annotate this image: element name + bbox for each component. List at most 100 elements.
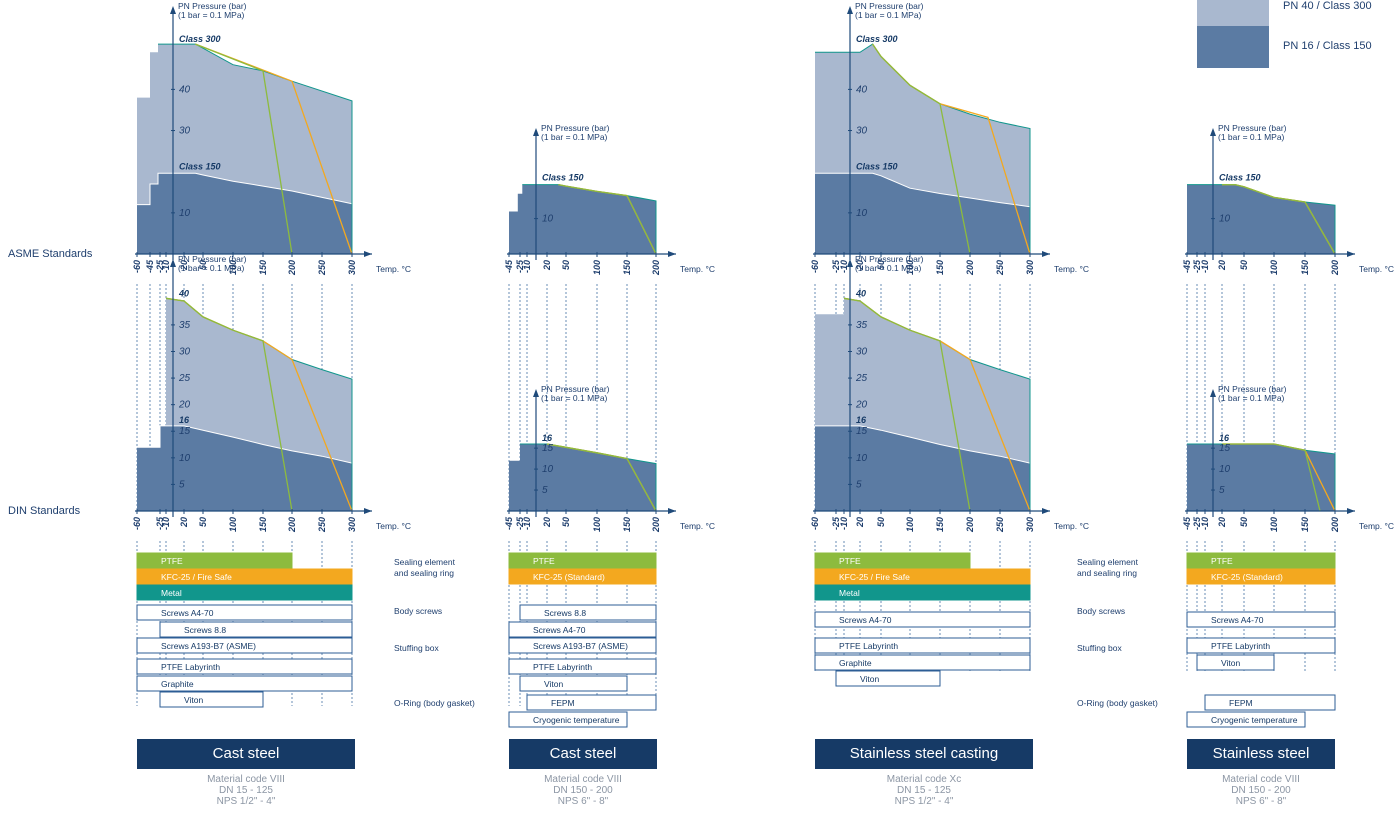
material-bar-label: PTFE bbox=[161, 556, 183, 566]
side-label-body-screws: Body screws bbox=[394, 606, 442, 617]
y-tick-label: 25 bbox=[178, 373, 191, 384]
material-bar bbox=[814, 568, 1031, 585]
material-bar bbox=[136, 568, 353, 585]
x-tick-label: 20 bbox=[855, 517, 865, 528]
x-axis-label: Temp. °C bbox=[680, 521, 715, 531]
panel-title-cast-steel-small: Cast steel bbox=[137, 739, 355, 769]
y-tick-label: 30 bbox=[179, 126, 191, 137]
legend-label-pn40: PN 40 / Class 300 bbox=[1283, 0, 1372, 12]
legend-swatch-pn16 bbox=[1197, 26, 1269, 68]
x-tick-label: -10 bbox=[1200, 517, 1210, 530]
x-axis-arrow bbox=[1042, 251, 1050, 257]
y-axis-unit: (1 bar = 0.1 MPa) bbox=[1218, 393, 1285, 403]
panel-subtitle-2: Material code Xc DN 15 - 125 NPS 1/2" - … bbox=[815, 774, 1033, 807]
pn16-area bbox=[509, 444, 656, 511]
x-tick-label: 200 bbox=[287, 517, 297, 533]
material-bars: PTFE KFC-25 (Standard) Screws A4-70 PTFE La… bbox=[1186, 552, 1336, 728]
material-code: Material code VIII bbox=[207, 774, 285, 785]
pn40-marker: 40 bbox=[855, 288, 866, 298]
y-axis-label: PN Pressure (bar) bbox=[541, 384, 610, 394]
x-axis-arrow bbox=[364, 251, 372, 257]
material-bar bbox=[814, 637, 1031, 654]
y-axis-label: PN Pressure (bar) bbox=[541, 123, 610, 133]
x-tick-label: -25 bbox=[515, 516, 525, 530]
panel-title-stainless-small: Stainless steel casting bbox=[815, 739, 1033, 769]
y-axis-unit: (1 bar = 0.1 MPa) bbox=[541, 132, 608, 142]
x-tick-label: -10 bbox=[161, 260, 171, 273]
dn-range: DN 150 - 200 bbox=[553, 785, 613, 796]
x-axis-label: Temp. °C bbox=[1054, 264, 1089, 274]
x-axis-arrow bbox=[668, 508, 676, 514]
y-axis-arrow bbox=[1210, 128, 1216, 136]
dn-range: DN 15 - 125 bbox=[897, 785, 951, 796]
material-bar-label: PTFE Labyrinth bbox=[533, 662, 592, 672]
x-tick-label: 150 bbox=[622, 517, 632, 532]
x-tick-label: 20 bbox=[1217, 517, 1227, 528]
y-tick-label: 15 bbox=[856, 426, 868, 437]
x-tick-label: 100 bbox=[592, 517, 602, 532]
x-tick-label: -25 bbox=[155, 259, 165, 273]
x-tick-label: 50 bbox=[561, 517, 571, 527]
material-bar bbox=[835, 670, 941, 687]
x-tick-label: -10 bbox=[1200, 260, 1210, 273]
material-bar-label: Screws A4-70 bbox=[1211, 615, 1264, 625]
pn16-marker: 16 bbox=[856, 415, 867, 425]
x-axis-arrow bbox=[364, 508, 372, 514]
x-tick-label: -10 bbox=[522, 260, 532, 273]
material-code: Material code Xc bbox=[886, 774, 962, 785]
x-tick-label: 100 bbox=[592, 260, 602, 275]
x-tick-label: -60 bbox=[132, 260, 142, 273]
y-axis-unit: (1 bar = 0.1 MPa) bbox=[855, 10, 922, 20]
x-tick-label: 150 bbox=[622, 260, 632, 275]
x-tick-label: 200 bbox=[965, 517, 975, 533]
y-tick-label: 30 bbox=[856, 346, 868, 357]
y-tick-label: 30 bbox=[179, 346, 191, 357]
x-tick-label: 50 bbox=[198, 517, 208, 527]
x-tick-label: 100 bbox=[905, 517, 915, 532]
ptfe-limit-line bbox=[872, 43, 971, 255]
material-bar-label: Viton bbox=[184, 695, 203, 705]
x-tick-label: 50 bbox=[561, 260, 571, 270]
x-axis-label: Temp. °C bbox=[1359, 264, 1394, 274]
x-tick-label: 250 bbox=[317, 517, 327, 533]
material-bar bbox=[508, 658, 657, 675]
panel-title-cast-steel-large: Cast steel bbox=[509, 739, 657, 769]
side-label-stuffing-box: Stuffing box bbox=[1077, 643, 1122, 654]
chart-asme: PN Pressure (bar)(1 bar = 0.1 MPa) 10 Clas… bbox=[504, 123, 715, 276]
material-bar bbox=[136, 584, 353, 601]
side-label-oring: O-Ring (body gasket) bbox=[394, 698, 475, 709]
x-tick-label: 250 bbox=[317, 260, 327, 276]
nps-range: NPS 6" - 8" bbox=[557, 796, 609, 807]
x-tick-label: 200 bbox=[965, 260, 975, 276]
x-tick-label: -25 bbox=[1192, 259, 1202, 273]
y-axis-arrow bbox=[847, 6, 853, 14]
material-bar-label: PTFE bbox=[839, 556, 861, 566]
side-label-oring-line: O-Ring (body gasket) bbox=[1077, 698, 1158, 708]
material-bar-label: PTFE bbox=[533, 556, 555, 566]
material-bar-label: PTFE bbox=[1211, 556, 1233, 566]
y-axis-arrow bbox=[533, 389, 539, 397]
x-tick-label: -45 bbox=[504, 259, 514, 273]
y-axis-arrow bbox=[170, 6, 176, 14]
x-tick-label: 200 bbox=[651, 260, 661, 276]
x-tick-label: 50 bbox=[876, 517, 886, 527]
x-tick-label: 20 bbox=[1217, 260, 1227, 271]
nps-range: NPS 6" - 8" bbox=[1235, 796, 1287, 807]
y-tick-label: 10 bbox=[1219, 464, 1231, 475]
y-tick-label: 40 bbox=[856, 84, 868, 95]
x-tick-label: 100 bbox=[228, 260, 238, 275]
material-bar-label: Graphite bbox=[839, 658, 872, 668]
panel-subtitle-0: Material code VIII DN 15 - 125 NPS 1/2" … bbox=[137, 774, 355, 807]
x-axis-arrow bbox=[1042, 508, 1050, 514]
material-bars: PTFE KFC-25 / Fire Safe Metal Screws A4-70 S… bbox=[136, 552, 353, 708]
dn-range: DN 150 - 200 bbox=[1231, 785, 1291, 796]
x-tick-label: 150 bbox=[1300, 517, 1310, 532]
material-bar bbox=[159, 621, 353, 638]
x-axis-arrow bbox=[1347, 508, 1355, 514]
material-bar bbox=[814, 552, 971, 569]
x-tick-label: 200 bbox=[287, 260, 297, 276]
material-bar bbox=[136, 552, 293, 569]
x-tick-label: 20 bbox=[179, 517, 189, 528]
x-tick-label: -45 bbox=[145, 259, 155, 273]
